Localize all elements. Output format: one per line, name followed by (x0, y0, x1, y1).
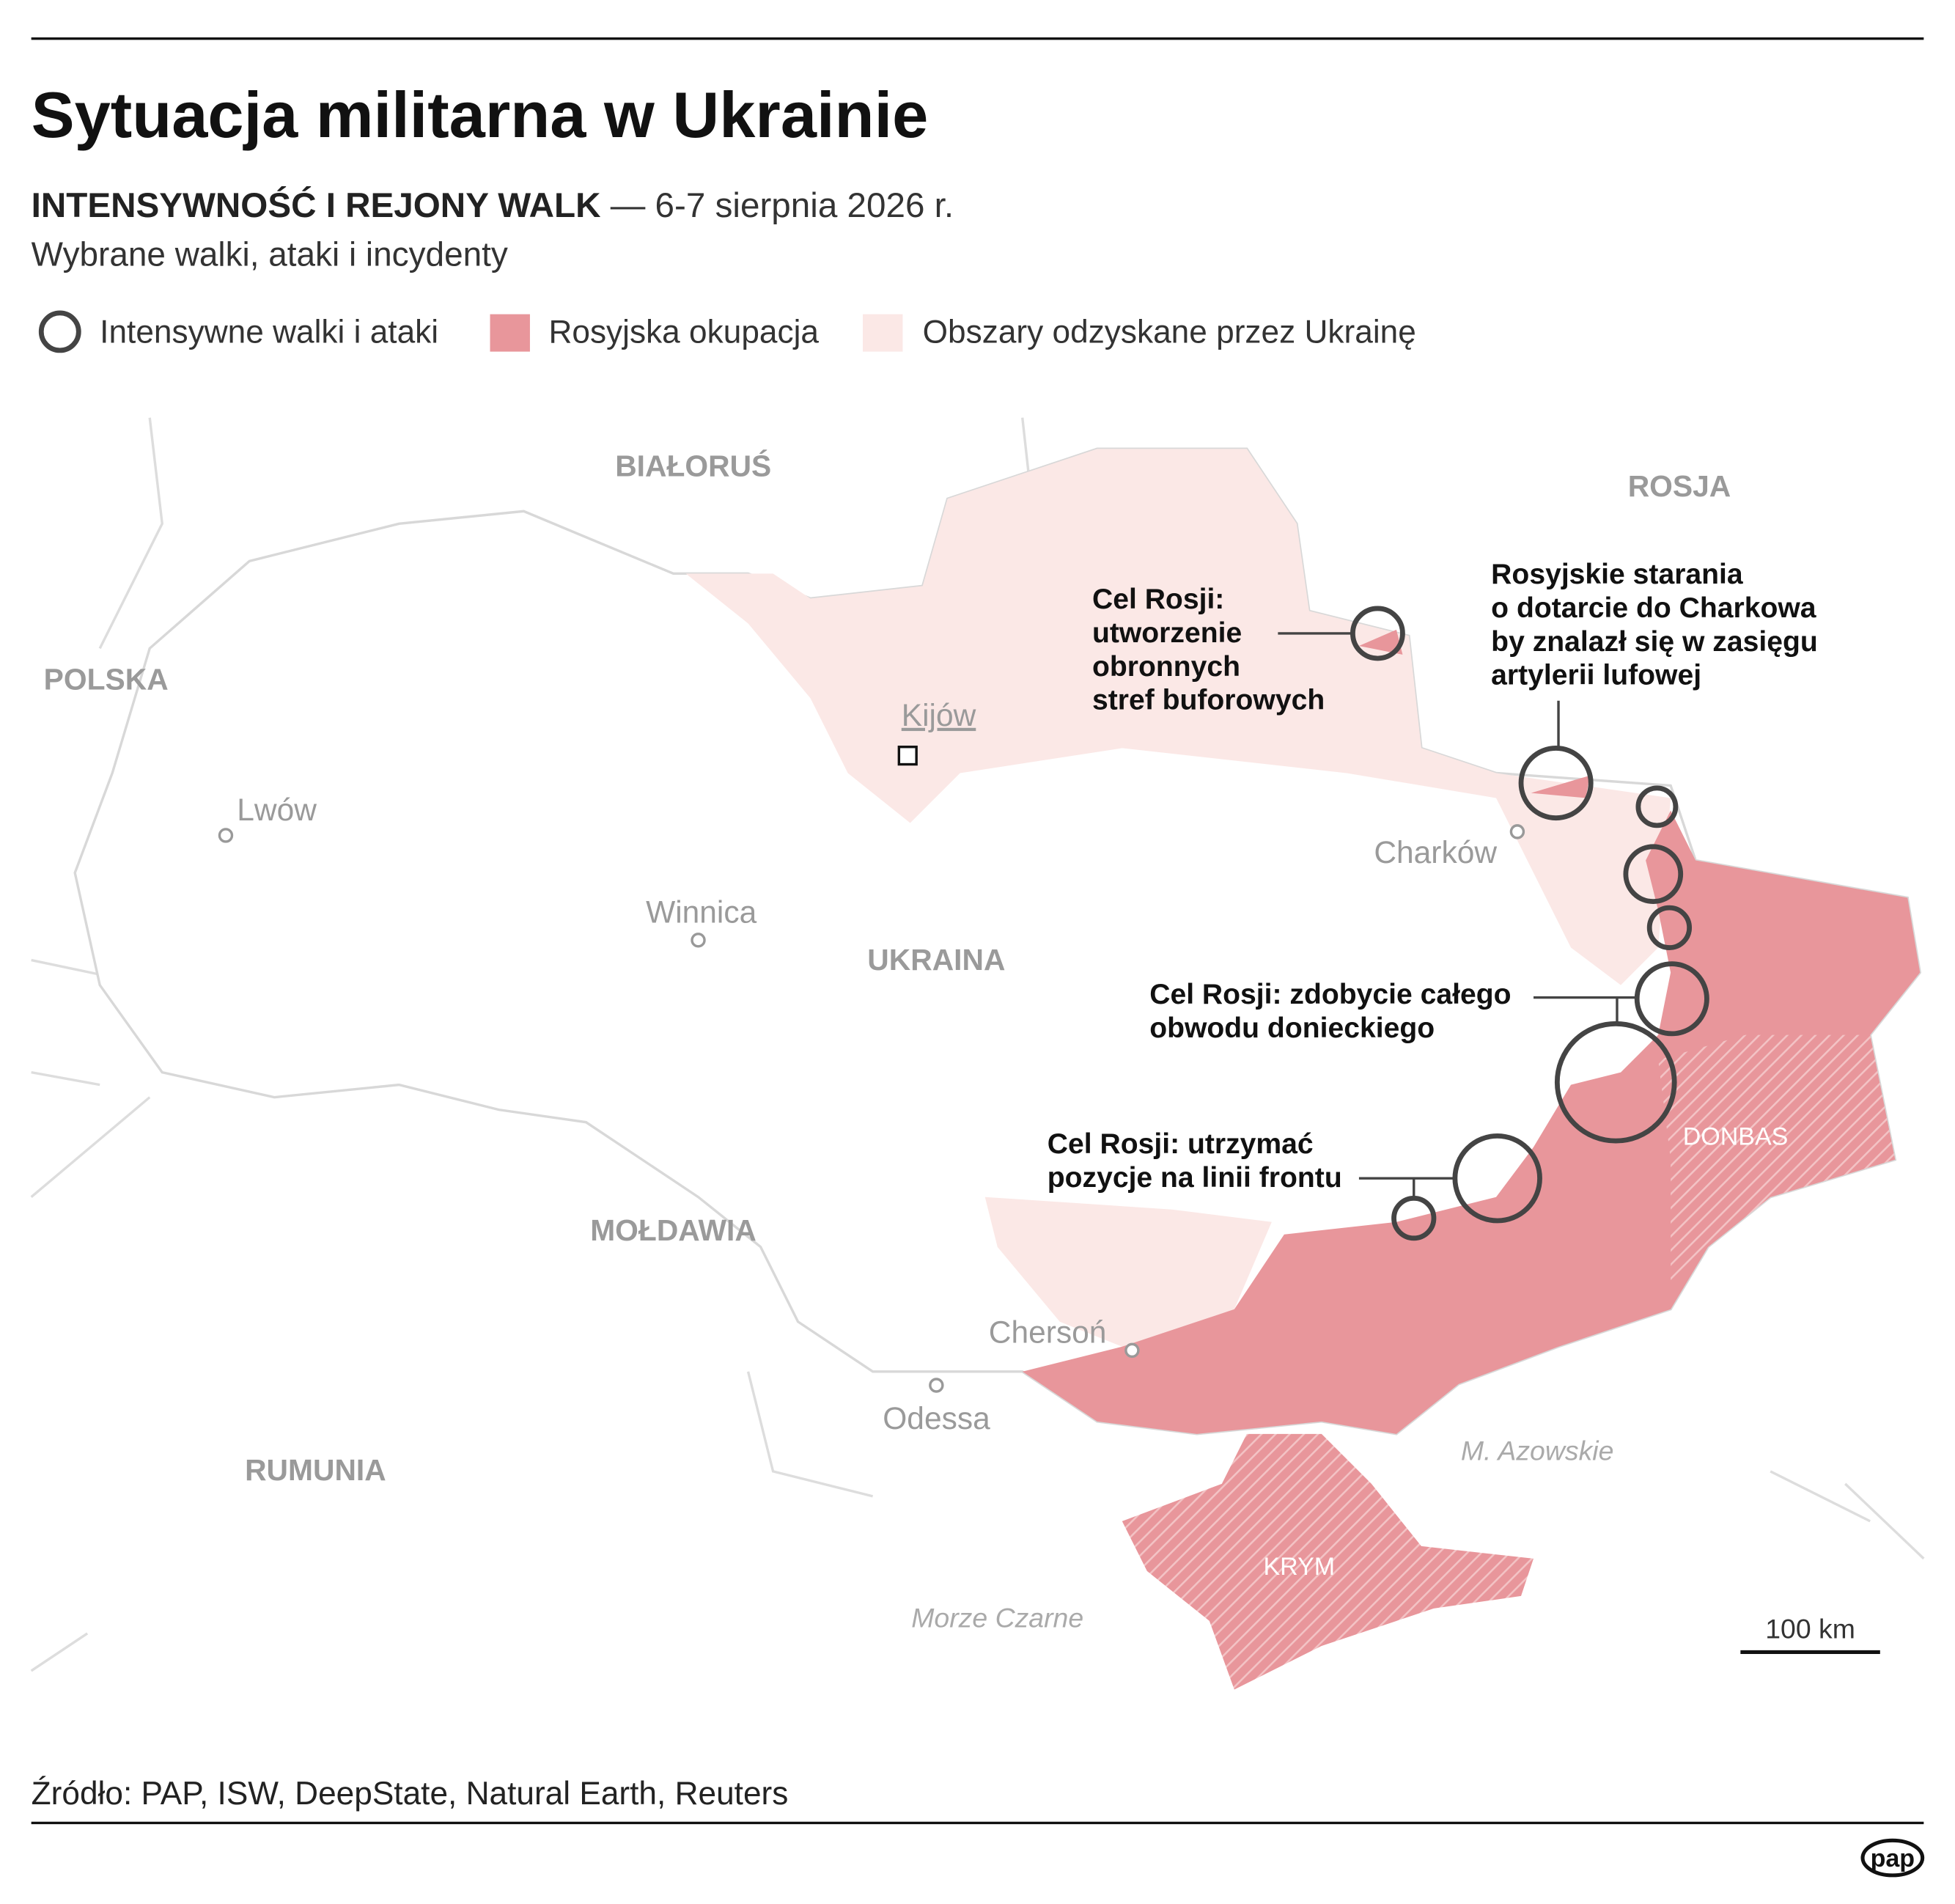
country-label: ROSJA (1628, 469, 1731, 503)
annotation: Cel Rosji: zdobycie całego obwodu donieck… (1149, 979, 1511, 1044)
annotation-line: Rosyjskie starania (1491, 559, 1743, 590)
city-label: Chersoń (989, 1316, 1107, 1350)
annotation-line: Cel Rosji: (1092, 584, 1224, 615)
subtitle-bold: INTENSYWNOŚĆ I REJONY WALK (32, 185, 601, 225)
map (30, 417, 1925, 1690)
legend-swatch (490, 314, 530, 352)
capital-marker (897, 746, 918, 766)
source: Źródło: PAP, ISW, DeepState, Natural Ear… (32, 1776, 789, 1812)
combat-circle (1518, 746, 1594, 821)
country-label: UKRAINA (867, 943, 1005, 977)
city-marker (1124, 1342, 1140, 1359)
combat-circle (1635, 785, 1679, 828)
leader-lines (1278, 632, 1638, 1199)
city-label: Charków (1374, 836, 1497, 870)
sea-label: M. Azowskie (1461, 1436, 1614, 1466)
city-markers (218, 824, 1525, 1393)
annotation-line: stref buforowych (1092, 685, 1325, 716)
annotation-line: artylerii lufowej (1491, 660, 1701, 691)
country-label: POLSKA (44, 662, 169, 696)
title: Sytuacja militarna w Ukrainie (32, 78, 929, 151)
annotation-line: obwodu donieckiego (1149, 1012, 1435, 1044)
city-marker (1509, 824, 1525, 839)
annotation: Rosyjskie starania o dotarcie do Charkowa… (1491, 559, 1818, 691)
subtitle: INTENSYWNOŚĆ I REJONY WALK — 6-7 sierpni… (32, 185, 954, 225)
combat-circle (1646, 905, 1693, 950)
description: Wybrane walki, ataki i incydenty (32, 235, 508, 273)
sea-label: Morze Czarne (911, 1602, 1083, 1633)
country-label: BIAŁORUŚ (615, 449, 771, 483)
legend-circle (38, 310, 81, 353)
annotation-line: Cel Rosji: zdobycie całego (1149, 979, 1511, 1010)
city-label: Odessa (883, 1402, 990, 1436)
annotation-line: Cel Rosji: utrzymać (1048, 1128, 1314, 1160)
legend-label: Obszary odzyskane przez Ukrainę (923, 315, 1416, 350)
capital-label: Kijów (902, 699, 976, 733)
subtitle-date: — 6-7 sierpnia 2026 r. (611, 186, 954, 225)
combat-circle (1623, 844, 1684, 905)
recovered-north (685, 449, 1671, 985)
city-label: Winnica (646, 896, 757, 930)
logo: pap (1871, 1845, 1915, 1872)
annotation-line: obronnych (1092, 651, 1240, 683)
annotation: Cel Rosji: utworzenie obronnych stref bufor… (1092, 584, 1325, 716)
occupied-area (1022, 810, 1921, 1434)
region-label: KRYM (1263, 1553, 1335, 1581)
region-label: DONBAS (1683, 1122, 1789, 1150)
recovered-south (984, 1197, 1272, 1347)
annotation-line: by znalazł się w zasięgu (1491, 626, 1818, 658)
legend-label: Intensywne walki i ataki (100, 315, 438, 350)
scale-label: 100 km (1765, 1614, 1855, 1644)
annotation-line: pozycje na linii frontu (1048, 1162, 1342, 1194)
logo-badge (1860, 1838, 1925, 1878)
donbas-area (1658, 1034, 1896, 1284)
legend-label: Rosyjska okupacja (548, 315, 819, 350)
annotation: Cel Rosji: utrzymać pozycje na linii fron… (1048, 1128, 1342, 1194)
city-marker (691, 933, 706, 948)
borders (30, 417, 1925, 1672)
country-label: MOŁDAWIA (590, 1213, 756, 1247)
country-label: RUMUNIA (245, 1453, 386, 1487)
annotation-line: utworzenie (1092, 617, 1242, 649)
city-label: Lwów (237, 793, 317, 828)
crimea-area (1122, 1433, 1534, 1690)
annotation-line: o dotarcie do Charkowa (1491, 592, 1816, 624)
occupied-area (1358, 629, 1590, 798)
city-marker (218, 828, 234, 843)
legend-swatch (863, 314, 903, 352)
city-marker (929, 1378, 944, 1393)
